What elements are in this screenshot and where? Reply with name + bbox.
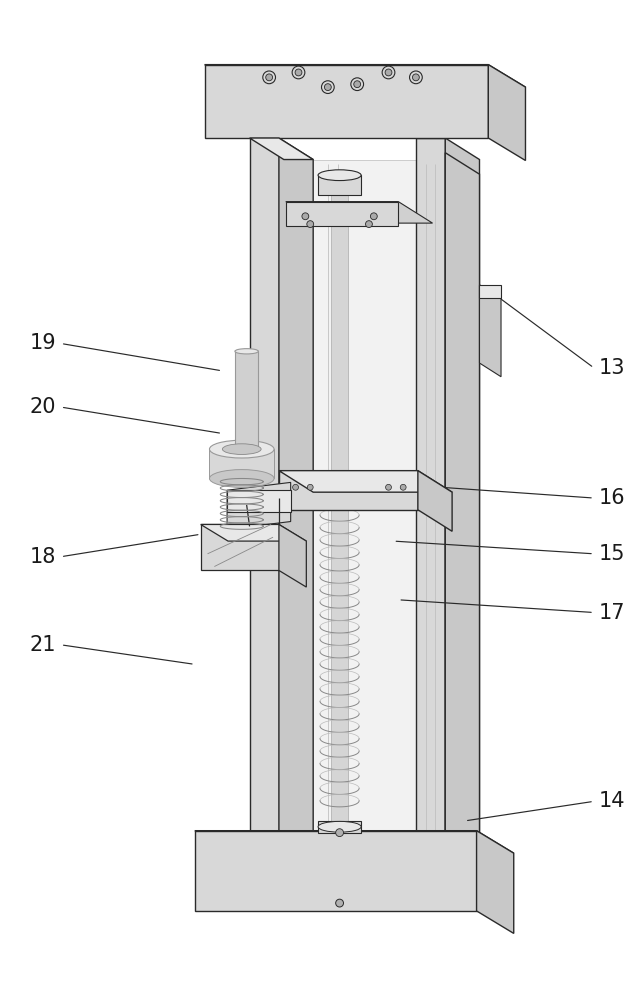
Ellipse shape xyxy=(222,444,261,454)
Polygon shape xyxy=(250,138,279,833)
Text: 20: 20 xyxy=(30,397,56,417)
Polygon shape xyxy=(318,175,361,195)
Circle shape xyxy=(382,66,395,79)
Text: 14: 14 xyxy=(599,791,625,811)
Circle shape xyxy=(302,213,309,220)
Polygon shape xyxy=(480,285,501,298)
Circle shape xyxy=(293,484,299,490)
Circle shape xyxy=(400,484,406,490)
Circle shape xyxy=(322,81,334,93)
Polygon shape xyxy=(286,202,398,226)
Circle shape xyxy=(365,221,372,228)
Ellipse shape xyxy=(209,440,274,458)
Polygon shape xyxy=(205,65,489,138)
Circle shape xyxy=(295,69,302,76)
Polygon shape xyxy=(489,65,526,161)
Polygon shape xyxy=(446,138,480,854)
Text: 21: 21 xyxy=(30,635,56,655)
Polygon shape xyxy=(279,524,306,587)
Circle shape xyxy=(263,71,275,84)
Ellipse shape xyxy=(318,170,361,181)
Circle shape xyxy=(324,84,331,91)
Polygon shape xyxy=(195,831,476,911)
Circle shape xyxy=(410,71,422,84)
Polygon shape xyxy=(201,524,279,570)
Polygon shape xyxy=(480,285,501,377)
Ellipse shape xyxy=(209,470,274,487)
Ellipse shape xyxy=(235,349,258,354)
Text: 16: 16 xyxy=(599,488,625,508)
Circle shape xyxy=(386,484,392,490)
Polygon shape xyxy=(209,449,274,478)
Text: 13: 13 xyxy=(599,358,625,378)
Polygon shape xyxy=(250,138,313,160)
Polygon shape xyxy=(476,831,514,933)
Polygon shape xyxy=(418,471,452,531)
Circle shape xyxy=(336,829,343,837)
Polygon shape xyxy=(318,821,361,833)
Circle shape xyxy=(307,221,314,228)
Text: 17: 17 xyxy=(599,603,625,623)
Circle shape xyxy=(385,69,392,76)
Text: 18: 18 xyxy=(30,547,56,567)
Polygon shape xyxy=(446,153,480,852)
Circle shape xyxy=(412,74,419,81)
Circle shape xyxy=(351,78,363,91)
Polygon shape xyxy=(286,202,433,223)
Circle shape xyxy=(354,81,361,88)
Polygon shape xyxy=(279,138,313,854)
Circle shape xyxy=(308,484,313,490)
Circle shape xyxy=(370,213,377,220)
Polygon shape xyxy=(279,471,418,510)
Text: 15: 15 xyxy=(599,544,625,564)
Polygon shape xyxy=(235,351,258,449)
Polygon shape xyxy=(416,138,446,833)
Polygon shape xyxy=(279,471,452,492)
Circle shape xyxy=(336,899,343,907)
Ellipse shape xyxy=(318,821,361,832)
Polygon shape xyxy=(201,524,306,541)
Circle shape xyxy=(266,74,273,81)
Polygon shape xyxy=(331,177,349,831)
Polygon shape xyxy=(227,482,291,529)
Polygon shape xyxy=(205,65,526,87)
Text: 19: 19 xyxy=(30,333,56,353)
Circle shape xyxy=(292,66,305,79)
Polygon shape xyxy=(227,490,291,512)
Polygon shape xyxy=(195,831,514,853)
Polygon shape xyxy=(313,160,450,854)
